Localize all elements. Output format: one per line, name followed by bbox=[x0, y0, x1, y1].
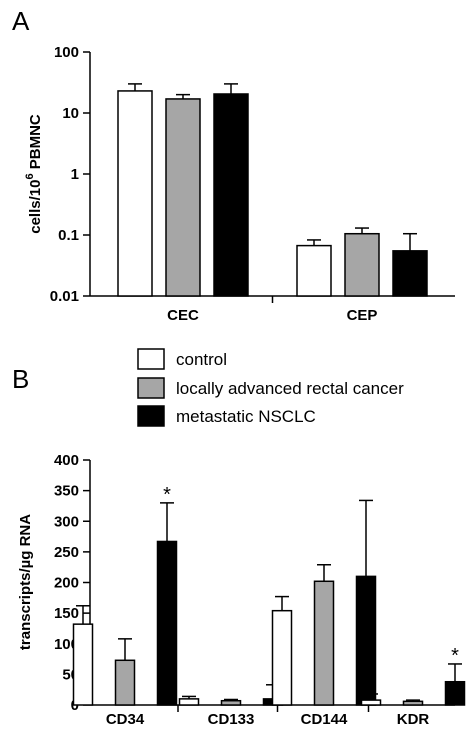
chart-a-bar-cep-locally-advanced-rectal-cancer bbox=[344, 232, 380, 297]
chart-b-significance-marker: * bbox=[163, 484, 171, 506]
chart-a-category-label: CEP bbox=[347, 307, 378, 324]
chart-a-ytick-label: 1 bbox=[71, 166, 79, 183]
chart-b-bar-kdr-metastatic-nsclc bbox=[444, 680, 466, 706]
legend-label-nsclc: metastatic NSCLC bbox=[176, 407, 316, 426]
chart-b-bar-cd144-metastatic-nsclc bbox=[355, 575, 377, 706]
chart-a-ytick-label: 10 bbox=[62, 105, 79, 122]
legend-swatch-rectal-cancer bbox=[137, 377, 165, 399]
chart-a-bar-cep-metastatic-nsclc bbox=[392, 250, 428, 297]
chart-a: cells/106 PBMNC 0.01 0.1 1 10 100 CEC CEP bbox=[24, 44, 455, 324]
chart-b-ytick-label: 350 bbox=[54, 483, 79, 500]
chart-a-ytick-label: 0.1 bbox=[58, 227, 79, 244]
chart-b: transcripts/µg RNA 050100150200250300350… bbox=[17, 452, 466, 728]
chart-b-category-label: KDR bbox=[397, 711, 430, 728]
panel-b-label: B bbox=[12, 364, 29, 394]
legend-label-control: control bbox=[176, 350, 227, 369]
chart-b-bar-kdr-locally-advanced-rectal-cancer bbox=[402, 700, 424, 706]
chart-b-ytick-label: 150 bbox=[54, 605, 79, 622]
legend-swatch-nsclc bbox=[137, 405, 165, 427]
chart-b-bar-cd133-locally-advanced-rectal-cancer bbox=[220, 699, 242, 706]
chart-a-bar-cec-metastatic-nsclc bbox=[213, 93, 249, 297]
chart-b-bar-cd34-locally-advanced-rectal-cancer bbox=[114, 659, 136, 706]
chart-b-bar-cd144-locally-advanced-rectal-cancer bbox=[313, 580, 335, 706]
chart-b-bar-cd34-metastatic-nsclc bbox=[156, 540, 178, 706]
legend: control locally advanced rectal cancer m… bbox=[137, 348, 404, 427]
chart-b-bar-kdr-control bbox=[360, 699, 382, 706]
chart-a-ytick-label: 100 bbox=[54, 44, 79, 61]
chart-b-ylabel: transcripts/µg RNA bbox=[17, 514, 34, 650]
chart-b-ytick-label: 200 bbox=[54, 575, 79, 592]
chart-b-category-label: CD133 bbox=[208, 711, 255, 728]
chart-b-bar-cd34-control bbox=[72, 623, 94, 706]
chart-b-ytick-label: 100 bbox=[54, 636, 79, 653]
chart-b-ytick-label: 250 bbox=[54, 544, 79, 561]
chart-b-significance-marker: * bbox=[451, 645, 459, 667]
chart-a-bar-cep-control bbox=[296, 244, 332, 297]
legend-swatch-control bbox=[137, 348, 165, 370]
chart-a-bar-cec-locally-advanced-rectal-cancer bbox=[165, 98, 201, 297]
chart-a-category-label: CEC bbox=[167, 307, 199, 324]
chart-b-category-label: CD34 bbox=[106, 711, 145, 728]
chart-a-bar-cec-control bbox=[117, 90, 153, 297]
chart-b-bar-cd133-control bbox=[178, 698, 200, 706]
panel-a-label: A bbox=[12, 6, 30, 36]
legend-label-rectal-cancer: locally advanced rectal cancer bbox=[176, 379, 404, 398]
chart-a-ylabel: cells/106 PBMNC bbox=[24, 114, 44, 234]
chart-a-ytick-label: 0.01 bbox=[50, 288, 79, 305]
chart-b-ytick-label: 400 bbox=[54, 452, 79, 469]
chart-b-ytick-label: 300 bbox=[54, 513, 79, 530]
chart-b-bar-cd144-control bbox=[271, 609, 293, 706]
chart-b-category-label: CD144 bbox=[301, 711, 348, 728]
